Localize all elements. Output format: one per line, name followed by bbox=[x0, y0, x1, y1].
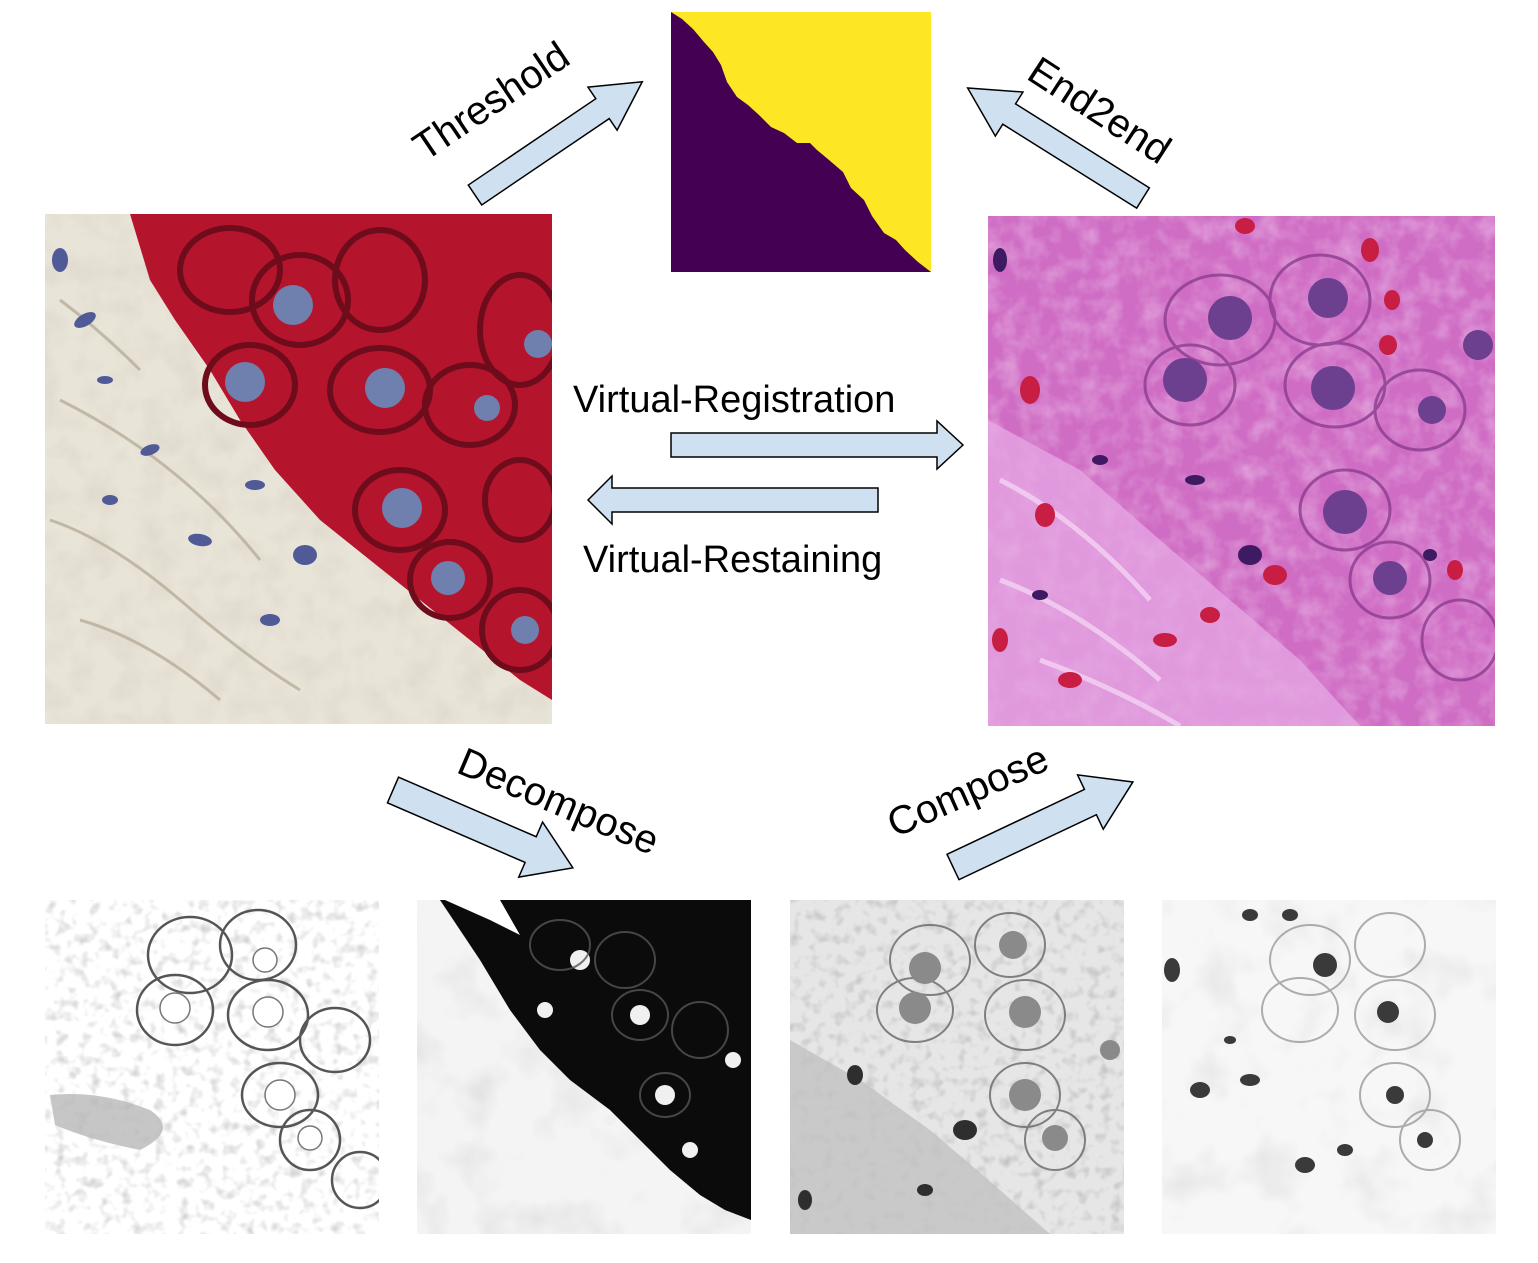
compose-arrow bbox=[946, 774, 1135, 881]
he-stained-tissue-image bbox=[988, 216, 1495, 726]
decomposed-channel-2-image bbox=[417, 900, 751, 1234]
virtual-restaining-arrow bbox=[586, 474, 879, 526]
arrows bbox=[386, 80, 1151, 881]
segmentation-mask-image bbox=[671, 12, 931, 272]
virtual-restaining-label: Virtual-Restaining bbox=[583, 539, 882, 581]
end2end-label: End2end bbox=[1020, 49, 1178, 173]
composed-channel-1-image bbox=[790, 900, 1124, 1234]
virtual-registration-label: Virtual-Registration bbox=[573, 379, 895, 421]
decomposed-channel-1-image bbox=[45, 900, 379, 1234]
ihc-stained-tissue-image bbox=[45, 214, 552, 724]
decompose-arrow bbox=[386, 776, 575, 879]
end2end-arrow bbox=[966, 87, 1151, 210]
composed-channel-2-image bbox=[1162, 900, 1496, 1234]
virtual-registration-arrow bbox=[670, 419, 965, 471]
threshold-arrow bbox=[467, 80, 644, 206]
